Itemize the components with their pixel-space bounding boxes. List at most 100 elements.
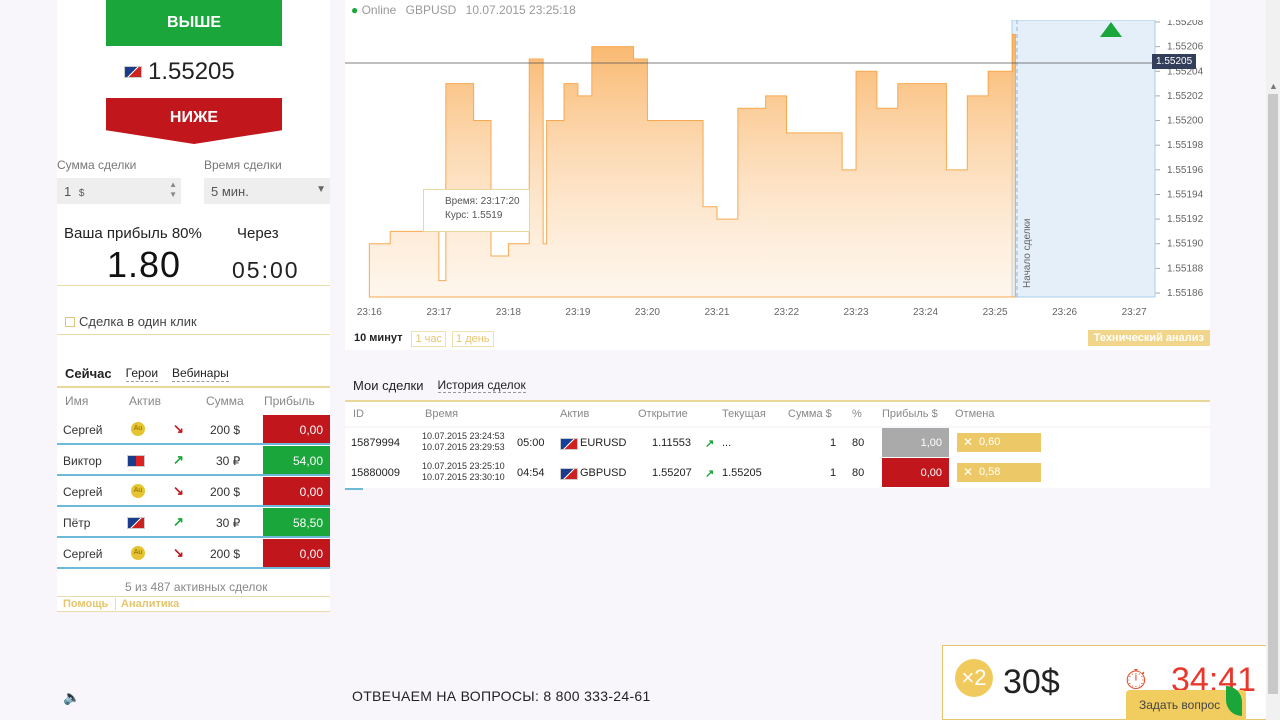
x-tick-label: 23:22: [774, 307, 799, 318]
chart-status: ● Online GBPUSD 10.07.2015 23:25:18: [351, 3, 576, 17]
tab-now[interactable]: Сейчас: [65, 366, 112, 381]
col-pct: %: [852, 408, 862, 420]
trade-open-time: 10.07.2015 23:24:53: [422, 431, 505, 441]
my-trades-panel: Мои сделки История сделок ID Время Актив…: [345, 370, 1210, 490]
y-tick-label: 1.55198: [1167, 140, 1204, 151]
gold-icon: Au: [131, 484, 145, 498]
stopwatch-icon: ⏱: [1125, 664, 1147, 695]
col-profit: Прибыль: [264, 394, 315, 408]
x-tick-label: 23:26: [1052, 307, 1077, 318]
higher-label: ВЫШЕ: [167, 14, 221, 31]
col-name: Имя: [65, 394, 89, 408]
y-tick-label: 1.55204: [1167, 66, 1204, 77]
tab-heroes[interactable]: Герои: [125, 366, 159, 382]
trade-times: 10.07.2015 23:25:10 10.07.2015 23:30:10: [422, 461, 505, 483]
trade-start-label: Начало сделки: [1022, 219, 1033, 288]
help-link[interactable]: Помощь: [63, 598, 109, 610]
col-sum: Сумма: [206, 394, 244, 408]
one-click-checkbox[interactable]: [65, 316, 75, 327]
trades-header: Имя Актив Сумма Прибыль: [57, 386, 330, 414]
online-status: Online: [361, 3, 397, 17]
y-tick-label: 1.55190: [1167, 239, 1204, 250]
higher-button[interactable]: ВЫШЕ: [106, 0, 282, 46]
analytics-link[interactable]: Аналитика: [115, 598, 179, 610]
tab-webinars[interactable]: Вебинары: [172, 366, 229, 382]
divider: [345, 488, 363, 490]
arrow-down-icon: ↘: [173, 483, 184, 498]
time-select[interactable]: 5 мин. ▼: [204, 178, 330, 204]
cancel-trade-button[interactable]: 0,60: [957, 433, 1041, 452]
amount-input[interactable]: 1 $ ▲ ▼: [57, 178, 181, 204]
arrow-up-icon: ↗: [705, 468, 715, 480]
trade-sum: 200 $: [210, 423, 241, 437]
x-axis: 23:16 23:17 23:18 23:19 23:20 23:21 23:22 23:23…: [357, 307, 1147, 318]
lower-button[interactable]: НИЖЕ: [106, 98, 282, 144]
cancel-trade-button[interactable]: 0,58: [957, 463, 1041, 482]
gbpusd-flag-icon: [560, 468, 578, 480]
trade-sum: 30 ₽: [216, 516, 241, 530]
lower-label: НИЖЕ: [169, 109, 219, 126]
trade-sum: 200 $: [210, 547, 241, 561]
trade-profit: 54,00: [263, 446, 330, 474]
chart-datetime: 10.07.2015 23:25:18: [465, 3, 576, 17]
trader-name: Виктор: [63, 454, 102, 468]
eurusd-flag-icon: [560, 438, 578, 450]
col-asset: Актив: [129, 394, 161, 408]
x-tick-label: 23:21: [704, 307, 729, 318]
x-tick-label: 23:18: [496, 307, 521, 318]
time-label: Время сделки: [204, 158, 282, 172]
profit-value: 1.80: [107, 244, 182, 285]
sound-icon[interactable]: 🔈: [63, 689, 81, 705]
trade-current: 1.55205: [722, 467, 762, 479]
trade-pct: 80: [852, 437, 865, 449]
scrollbar-thumb[interactable]: [1268, 94, 1278, 694]
trade-open: 1.11553: [652, 437, 691, 449]
trade-profit: 58,50: [263, 508, 330, 536]
trade-profit: 1,00: [882, 428, 949, 457]
tab-trade-history[interactable]: История сделок: [437, 378, 526, 393]
period-10min[interactable]: 10 минут: [354, 332, 403, 344]
trade-id: 15880009: [351, 467, 400, 479]
table-row[interactable]: Сергей Au ↘ 200 $ 0,00: [57, 415, 330, 445]
gbpusd-flag-icon: [127, 517, 145, 529]
trader-name: Сергей: [63, 547, 103, 561]
trade-sum: 1: [830, 467, 837, 479]
price-value: 1.55205: [148, 58, 235, 85]
current-price-badge: 1.55205: [1152, 54, 1197, 69]
trade-asset: EURUSD: [580, 437, 627, 449]
col-time: Время: [425, 408, 459, 420]
table-row[interactable]: 15880009 10.07.2015 23:25:10 10.07.2015 …: [345, 458, 1210, 488]
table-row[interactable]: Пётр ↗ 30 ₽ 58,50: [57, 508, 330, 538]
scroll-up-icon[interactable]: ▲: [1269, 81, 1278, 91]
y-tick-label: 1.55196: [1167, 165, 1204, 176]
trade-profit: 0,00: [263, 539, 330, 567]
leaf-icon: [1226, 686, 1242, 716]
amount-stepper-icon[interactable]: ▲ ▼: [169, 180, 177, 199]
help-links: Помощь Аналитика: [57, 596, 330, 612]
y-axis: 1.55208 1.55206 1.55204 1.55202 1.55200 1.551…: [1167, 20, 1204, 299]
audchf-flag-icon: [127, 455, 145, 467]
my-trades-tabs: Мои сделки История сделок: [353, 378, 526, 393]
my-trades-header: ID Время Актив Открытие Текущая Сумма $ …: [345, 400, 1210, 426]
arrow-up-icon: ↗: [705, 438, 715, 450]
col-open: Открытие: [638, 408, 688, 420]
trade-remaining: 04:54: [517, 467, 545, 479]
table-row[interactable]: Сергей Au ↘ 200 $ 0,00: [57, 477, 330, 507]
y-tick-label: 1.55206: [1167, 42, 1204, 53]
technical-analysis-button[interactable]: Технический анализ: [1087, 330, 1210, 346]
table-row[interactable]: Виктор ↗ 30 ₽ 54,00: [57, 446, 330, 476]
tab-my-trades[interactable]: Мои сделки: [353, 378, 424, 393]
table-row[interactable]: 15879994 10.07.2015 23:24:53 10.07.2015 …: [345, 428, 1210, 458]
period-1day[interactable]: 1 день: [452, 331, 494, 347]
price-chart[interactable]: Начало сделки 23:16 23:17 23:18 23:19 23:20 2…: [345, 20, 1210, 320]
y-tick-label: 1.55192: [1167, 214, 1204, 225]
table-row[interactable]: Сергей Au ↘ 200 $ 0,00: [57, 539, 330, 569]
one-click-option[interactable]: Сделка в один клик: [65, 314, 197, 329]
period-1hour[interactable]: 1 час: [411, 331, 447, 347]
trader-name: Пётр: [63, 516, 91, 530]
trade-profit: 0,00: [882, 458, 949, 487]
y-tick-label: 1.55188: [1167, 263, 1204, 274]
trade-close-time: 10.07.2015 23:29:53: [422, 442, 505, 452]
trade-profit: 0,00: [263, 477, 330, 505]
divider: [57, 334, 330, 335]
